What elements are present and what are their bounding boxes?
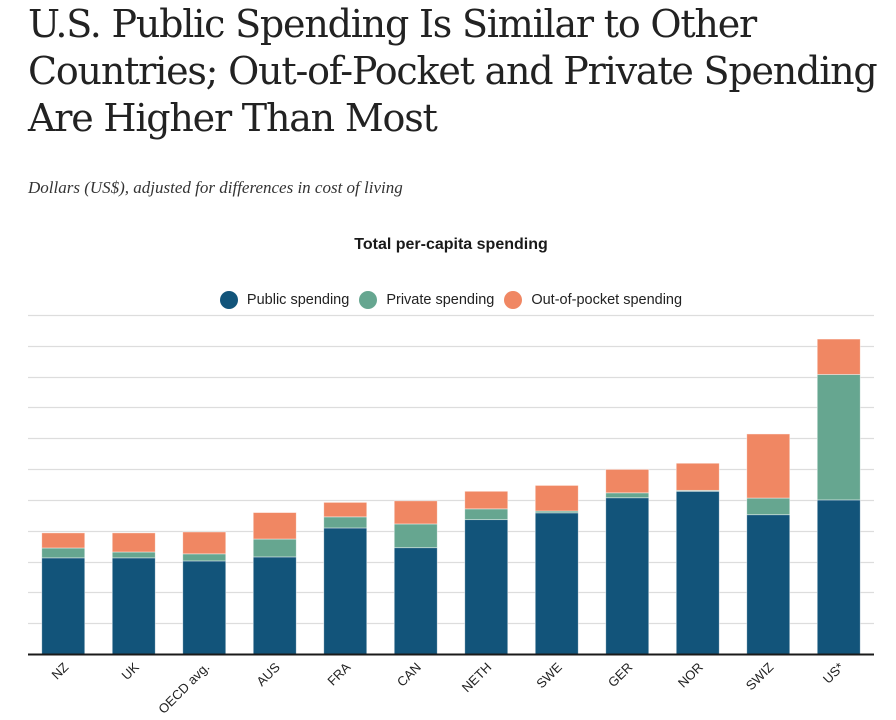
bar-segment-private[interactable]: CAN — Private spending: $770 xyxy=(393,523,438,549)
x-tick-label: AUS xyxy=(253,659,283,689)
bar-segment-private[interactable]: UK — Private spending: $190 xyxy=(111,551,156,559)
x-tick-label: NETH xyxy=(459,660,495,696)
bar-group: SWIZ — Public spending: $4,520SWIZ — Pri… xyxy=(746,433,791,655)
x-tick-label: GER xyxy=(605,660,636,691)
bar-segment-out-of-pocket[interactable]: UK — Out-of-pocket spending: $620 xyxy=(111,532,156,553)
bar-group: NZ — Public spending: $3,120NZ — Private… xyxy=(41,532,86,655)
gridlines xyxy=(28,314,874,625)
bar-group: FRA — Public spending: $4,090FRA — Priva… xyxy=(323,501,368,655)
x-tick-label: SWIZ xyxy=(743,659,777,693)
bar-segment-out-of-pocket[interactable]: AUS — Out-of-pocket spending: $860 xyxy=(252,512,297,540)
bar-group: SWE — Public spending: $4,580SWE — Priva… xyxy=(534,485,579,655)
bar-segment-private[interactable]: SWIZ — Private spending: $540 xyxy=(746,497,791,516)
bar-segment-public[interactable]: CAN — Public spending: $3,450 xyxy=(393,547,438,655)
bar-segment-private[interactable]: NZ — Private spending: $320 xyxy=(41,547,86,559)
legend-item-out-of-pocket[interactable]: Out-of-pocket spending xyxy=(504,291,682,309)
x-tick-label: CAN xyxy=(394,660,424,690)
x-tick-label: NOR xyxy=(675,660,706,691)
bar-segment-public[interactable]: SWE — Public spending: $4,580 xyxy=(534,512,579,655)
x-tick-label: OECD avg. xyxy=(155,660,212,717)
x-tick-label: UK xyxy=(118,659,142,683)
page-title: U.S. Public Spending Is Similar to Other… xyxy=(28,2,878,140)
bar-segment-out-of-pocket[interactable]: OECD avg. — Out-of-pocket spending: $710 xyxy=(182,531,227,555)
x-tick-labels: NZ UK OECD avg. AUS FRA CAN NETH SWE GER NOR SWIZ U… xyxy=(49,659,847,716)
bar-segment-out-of-pocket[interactable]: SWIZ — Out-of-pocket spending: $2,080 xyxy=(746,433,791,499)
bar-segment-private[interactable]: AUS — Private spending: $580 xyxy=(252,538,297,558)
bar-group: US* — Public spending: $5,000US* — Priva… xyxy=(816,338,861,655)
bar-segment-public[interactable]: FRA — Public spending: $4,090 xyxy=(323,527,368,655)
bar-group: NOR — Public spending: $5,280NOR — Priva… xyxy=(675,462,720,655)
chart-title: Total per-capita spending xyxy=(354,236,548,253)
bar-group: NETH — Public spending: $4,360NETH — Pri… xyxy=(464,490,509,655)
x-tick-label: NZ xyxy=(49,659,72,682)
bar-segment-out-of-pocket[interactable]: US* — Out-of-pocket spending: $1,150 xyxy=(816,338,861,375)
bar-group: CAN — Public spending: $3,450CAN — Priva… xyxy=(393,500,438,655)
bar-group: OECD avg. — Public spending: $3,020OECD … xyxy=(182,531,227,655)
bar-segment-out-of-pocket[interactable]: NZ — Out-of-pocket spending: $490 xyxy=(41,532,86,549)
bar-segment-public[interactable]: NZ — Public spending: $3,120 xyxy=(41,557,86,655)
legend-label-out-of-pocket: Out-of-pocket spending xyxy=(531,292,683,308)
bar-segment-public[interactable]: OECD avg. — Public spending: $3,020 xyxy=(182,560,227,655)
legend-item-public[interactable]: Public spending xyxy=(219,291,350,309)
bar-segment-private[interactable]: US* — Private spending: $4,070 xyxy=(816,374,861,501)
bar-segment-public[interactable]: NETH — Public spending: $4,360 xyxy=(464,519,509,655)
bars: NZ — Public spending: $3,120NZ — Private… xyxy=(41,338,861,655)
bar-group: UK — Public spending: $3,120UK — Private… xyxy=(111,532,156,655)
bar-segment-private[interactable]: GER — Private spending: $160 xyxy=(605,492,650,499)
legend-dot-out-of-pocket-icon xyxy=(504,291,523,309)
bar-segment-out-of-pocket[interactable]: NETH — Out-of-pocket spending: $570 xyxy=(464,490,509,510)
bar-group: AUS — Public spending: $3,150AUS — Priva… xyxy=(252,512,297,655)
legend-label-private: Private spending xyxy=(386,292,495,308)
bar-segment-private[interactable]: FRA — Private spending: $360 xyxy=(323,516,368,529)
bar-segment-out-of-pocket[interactable]: NOR — Out-of-pocket spending: $880 xyxy=(675,462,720,491)
bar-segment-out-of-pocket[interactable]: FRA — Out-of-pocket spending: $470 xyxy=(323,501,368,518)
bar-segment-public[interactable]: SWIZ — Public spending: $4,520 xyxy=(746,514,791,655)
bar-segment-public[interactable]: UK — Public spending: $3,120 xyxy=(111,557,156,655)
bar-segment-out-of-pocket[interactable]: GER — Out-of-pocket spending: $760 xyxy=(605,468,650,494)
bar-segment-private[interactable]: OECD avg. — Private spending: $230 xyxy=(182,553,227,562)
legend-label-public: Public spending xyxy=(246,292,350,308)
bar-segment-public[interactable]: US* — Public spending: $5,000 xyxy=(816,499,861,655)
bar-segment-out-of-pocket[interactable]: CAN — Out-of-pocket spending: $750 xyxy=(393,500,438,525)
bar-segment-private[interactable]: NETH — Private spending: $350 xyxy=(464,508,509,521)
x-tick-label: FRA xyxy=(324,659,353,688)
x-tick-label: US* xyxy=(820,660,847,687)
legend-dot-private-icon xyxy=(359,291,378,309)
x-tick-label: SWE xyxy=(533,659,565,691)
bar-segment-out-of-pocket[interactable]: SWE — Out-of-pocket spending: $830 xyxy=(534,485,579,512)
legend: Public spending Private spending Out-of-… xyxy=(28,291,874,309)
bar-segment-public[interactable]: GER — Public spending: $5,070 xyxy=(605,497,650,655)
bar-segment-public[interactable]: AUS — Public spending: $3,150 xyxy=(252,556,297,655)
chart-subtitle: Dollars (US$), adjusted for differences … xyxy=(28,178,403,197)
legend-item-private[interactable]: Private spending xyxy=(359,291,494,309)
legend-dot-public-icon xyxy=(219,291,238,309)
bar-segment-public[interactable]: NOR — Public spending: $5,280 xyxy=(675,490,720,655)
bar-group: GER — Public spending: $5,070GER — Priva… xyxy=(605,468,650,655)
